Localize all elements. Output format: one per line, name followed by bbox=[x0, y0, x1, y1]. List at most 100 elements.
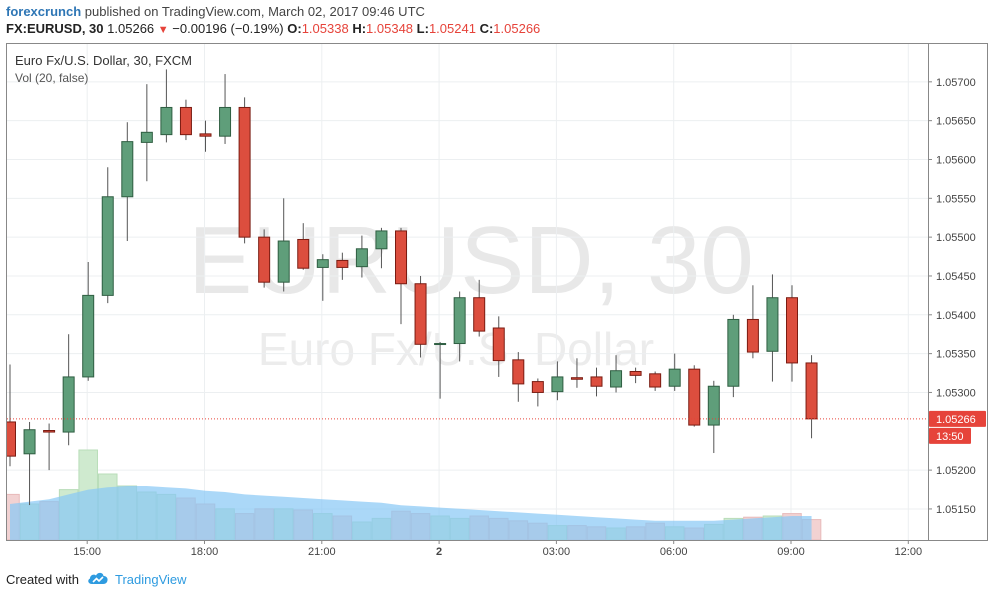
x-tick-label: 18:00 bbox=[191, 546, 219, 558]
candle-body bbox=[434, 343, 447, 346]
candle-body bbox=[707, 385, 720, 426]
down-candle bbox=[414, 275, 427, 358]
up-candle bbox=[766, 274, 779, 382]
candle-body bbox=[23, 429, 36, 455]
legend-title: Euro Fx/U.S. Dollar, 30, FXCM bbox=[15, 53, 192, 68]
x-tick-label: 12:00 bbox=[895, 546, 923, 558]
candle-body bbox=[140, 131, 153, 143]
author-link[interactable]: forexcrunch bbox=[6, 4, 82, 19]
x-tick-label: 03:00 bbox=[543, 546, 571, 558]
up-candle bbox=[668, 353, 681, 391]
time-axis[interactable]: 15:00 18:00 21:00 2 03:00 06:00 09:00 12:00 bbox=[73, 540, 922, 558]
symbol-label: FX:EURUSD, 30 bbox=[6, 21, 104, 36]
candle-body bbox=[277, 240, 290, 283]
candle-body bbox=[727, 318, 740, 387]
countdown-tag-label: 13:50 bbox=[936, 431, 964, 443]
candle-body bbox=[258, 236, 271, 283]
candle-body bbox=[179, 106, 192, 136]
down-candle bbox=[786, 285, 798, 382]
down-candle bbox=[649, 371, 662, 391]
publication-line: forexcrunch published on TradingView.com… bbox=[6, 3, 425, 21]
candle-body bbox=[297, 238, 310, 269]
candle-body bbox=[805, 362, 818, 420]
down-candle bbox=[805, 355, 818, 439]
up-candle bbox=[160, 69, 173, 143]
up-candle bbox=[610, 355, 623, 393]
low-value: 1.05241 bbox=[428, 21, 476, 36]
down-candle bbox=[512, 352, 525, 402]
up-candle bbox=[140, 84, 153, 182]
candle-body bbox=[610, 370, 623, 388]
x-tick-label: 15:00 bbox=[73, 546, 101, 558]
price-axis-border bbox=[928, 43, 988, 541]
last-price: 1.05266 bbox=[107, 21, 155, 36]
candle-body bbox=[668, 368, 681, 387]
up-candle bbox=[316, 254, 329, 301]
down-candle bbox=[688, 365, 701, 427]
candle-body bbox=[355, 248, 368, 268]
down-candle bbox=[336, 252, 349, 280]
y-tick-label: 1.05350 bbox=[936, 349, 976, 361]
down-candle bbox=[238, 97, 251, 244]
up-candle bbox=[219, 74, 232, 144]
candle-body bbox=[219, 106, 232, 137]
candle-body bbox=[746, 318, 759, 353]
down-candle bbox=[746, 285, 759, 359]
volume-ma-area bbox=[10, 486, 812, 540]
countdown-tag bbox=[929, 427, 971, 444]
down-candle bbox=[258, 229, 271, 288]
candle-body bbox=[570, 377, 583, 380]
price-axis[interactable]: 1.05700 1.05650 1.05600 1.05550 1.05500 1.054… bbox=[928, 77, 976, 516]
down-candle bbox=[473, 279, 486, 337]
up-candle bbox=[82, 261, 95, 381]
up-candle bbox=[23, 421, 36, 506]
x-tick-label: 09:00 bbox=[777, 546, 805, 558]
candle-body bbox=[629, 370, 642, 376]
candle-body bbox=[316, 259, 329, 268]
up-candle bbox=[355, 235, 368, 278]
published-text: published on TradingView.com, March 02, … bbox=[84, 4, 425, 19]
up-candle bbox=[62, 334, 75, 446]
down-candle bbox=[492, 316, 505, 377]
grid-lines bbox=[7, 44, 928, 540]
up-candle bbox=[551, 361, 564, 401]
y-tick-label: 1.05200 bbox=[936, 465, 976, 477]
x-tick-label: 21:00 bbox=[308, 546, 336, 558]
candle-body bbox=[375, 230, 388, 250]
candle-body bbox=[414, 283, 427, 345]
candle-body bbox=[238, 106, 251, 238]
footer: Created with TradingView bbox=[6, 570, 187, 590]
down-arrow-icon: ▼ bbox=[157, 24, 169, 36]
up-candle bbox=[727, 314, 740, 398]
low-label: L: bbox=[416, 21, 429, 36]
up-candle bbox=[375, 227, 388, 269]
down-candle bbox=[590, 367, 603, 397]
candle-body bbox=[786, 297, 798, 364]
up-candle bbox=[707, 380, 720, 454]
x-tick-label: 06:00 bbox=[660, 546, 688, 558]
tradingview-link[interactable]: TradingView bbox=[114, 572, 187, 587]
candle-body bbox=[766, 297, 779, 352]
down-candle bbox=[570, 358, 583, 388]
candle-body bbox=[82, 294, 95, 378]
candle-body bbox=[199, 133, 212, 137]
candle-body bbox=[590, 376, 603, 387]
chart-area[interactable]: EURUSD, 30 Euro Fx/U.S. Dollar 1.05700 1.… bbox=[0, 43, 988, 560]
candle-body bbox=[551, 376, 564, 393]
up-candle bbox=[434, 341, 447, 399]
candle-body bbox=[512, 359, 525, 385]
down-candle bbox=[629, 367, 642, 384]
candle-body bbox=[492, 327, 505, 362]
tradingview-cloud-icon[interactable] bbox=[87, 571, 109, 591]
y-tick-label: 1.05500 bbox=[936, 232, 976, 244]
created-with-label: Created with bbox=[6, 572, 79, 587]
y-tick-label: 1.05450 bbox=[936, 271, 976, 283]
candlestick-chart[interactable]: EURUSD, 30 Euro Fx/U.S. Dollar 1.057001.… bbox=[0, 43, 988, 560]
candle-body bbox=[336, 259, 349, 268]
candle-body bbox=[473, 297, 486, 332]
candles bbox=[4, 69, 818, 506]
x-tick-label: 2 bbox=[436, 546, 442, 558]
down-candle bbox=[199, 120, 212, 152]
y-tick-label: 1.05550 bbox=[936, 193, 976, 205]
y-tick-label: 1.05300 bbox=[936, 387, 976, 399]
